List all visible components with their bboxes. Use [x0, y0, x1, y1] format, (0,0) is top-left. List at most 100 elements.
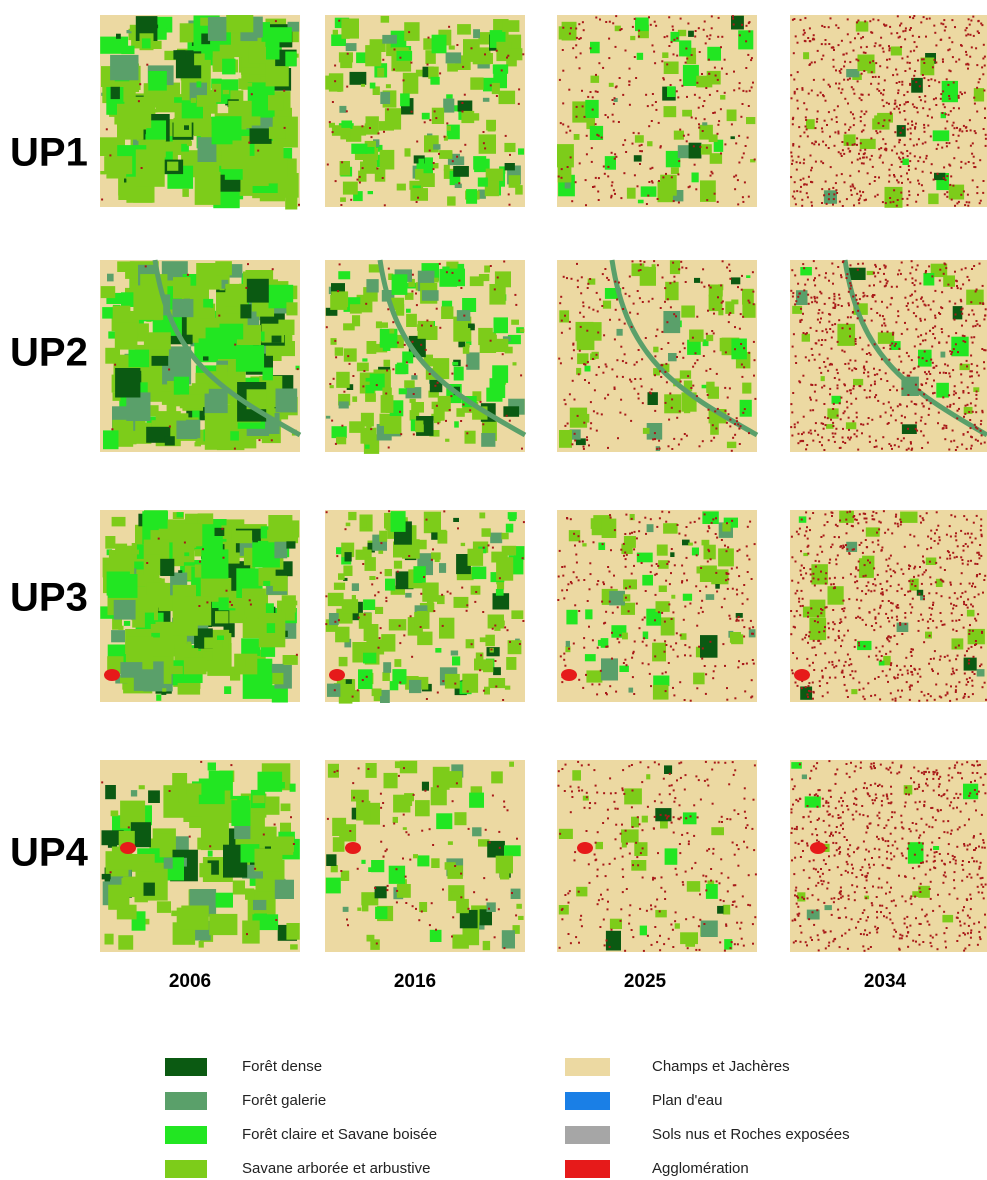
map-dot: [732, 15, 734, 17]
map-dot: [961, 592, 963, 594]
map-dot: [568, 648, 570, 650]
map-dot: [850, 111, 852, 113]
map-dot: [672, 687, 674, 689]
map-dot: [466, 365, 468, 367]
map-dot: [923, 598, 925, 600]
map-dot: [819, 321, 821, 323]
map-dot: [958, 95, 960, 97]
map-dot: [803, 29, 805, 31]
map-dot: [561, 589, 563, 591]
map-dot: [632, 143, 634, 145]
map-patch: [365, 557, 376, 571]
map-dot: [799, 162, 801, 164]
map-dot: [673, 694, 675, 696]
map-dot: [168, 369, 170, 371]
map-dot: [639, 297, 641, 299]
map-dot: [710, 440, 712, 442]
map-dot: [748, 558, 750, 560]
map-dot: [901, 388, 903, 390]
map-dot: [960, 288, 962, 290]
map-dot: [495, 660, 497, 662]
map-patch: [585, 366, 591, 372]
map-patch: [212, 117, 233, 145]
map-dot: [597, 91, 599, 93]
map-dot: [950, 536, 952, 538]
map-dot: [576, 576, 578, 578]
map-dot: [904, 297, 906, 299]
map-patch: [936, 383, 949, 398]
map-patch: [441, 364, 448, 372]
map-dot: [851, 86, 853, 88]
map-dot: [657, 565, 659, 567]
map-dot: [605, 692, 607, 694]
map-dot: [436, 405, 438, 407]
map-patch: [453, 518, 459, 522]
map-dot: [734, 188, 736, 190]
map-dot: [558, 358, 560, 360]
map-dot: [875, 300, 877, 302]
map-dot: [949, 350, 951, 352]
map-dot: [754, 543, 756, 545]
map-dot: [646, 645, 648, 647]
map-dot: [714, 665, 716, 667]
map-dot: [832, 664, 834, 666]
map-dot: [325, 623, 327, 625]
map-dot: [810, 399, 812, 401]
map-dot: [915, 269, 917, 271]
map-dot: [818, 309, 820, 311]
map-dot: [968, 662, 970, 664]
map-dot: [823, 428, 825, 430]
map-dot: [572, 47, 574, 49]
map-dot: [919, 283, 921, 285]
map-dot: [952, 56, 954, 58]
map-dot: [896, 74, 898, 76]
map-dot: [871, 419, 873, 421]
map-dot: [691, 117, 693, 119]
map-dot: [887, 529, 889, 531]
map-dot: [855, 398, 857, 400]
map-dot: [856, 193, 858, 195]
map-dot: [564, 566, 566, 568]
map-dot: [812, 440, 814, 442]
map-dot: [454, 683, 456, 685]
map-patch: [742, 304, 755, 318]
map-dot: [901, 262, 903, 264]
map-dot: [747, 137, 749, 139]
map-dot: [283, 90, 285, 92]
map-dot: [896, 619, 898, 621]
map-dot: [870, 83, 872, 85]
map-dot: [805, 511, 807, 513]
map-dot: [388, 510, 390, 512]
map-dot: [703, 100, 705, 102]
map-dot: [645, 590, 647, 592]
map-dot: [963, 515, 965, 517]
map-dot: [958, 147, 960, 149]
map-dot: [824, 303, 826, 305]
map-dot: [599, 19, 601, 21]
map-dot: [903, 437, 905, 439]
map-dot: [835, 69, 837, 71]
map-dot: [792, 143, 794, 145]
map-dot: [815, 161, 817, 163]
map-dot: [622, 144, 624, 146]
map-dot: [842, 149, 844, 151]
map-dot: [978, 81, 980, 83]
map-dot: [701, 73, 703, 75]
map-dot: [953, 122, 955, 124]
map-dot: [953, 440, 955, 442]
map-dot: [869, 183, 871, 185]
map-dot: [837, 384, 839, 386]
map-dot: [922, 300, 924, 302]
map-dot: [867, 423, 869, 425]
map-dot: [924, 95, 926, 97]
map-dot: [563, 653, 565, 655]
map-dot: [920, 21, 922, 23]
map-dot: [592, 639, 594, 641]
map-dot: [970, 20, 972, 22]
map-dot: [934, 325, 936, 327]
map-dot: [872, 511, 874, 513]
map-dot: [871, 515, 873, 517]
map-dot: [914, 403, 916, 405]
map-dot: [952, 629, 954, 631]
map-patch: [700, 180, 716, 202]
